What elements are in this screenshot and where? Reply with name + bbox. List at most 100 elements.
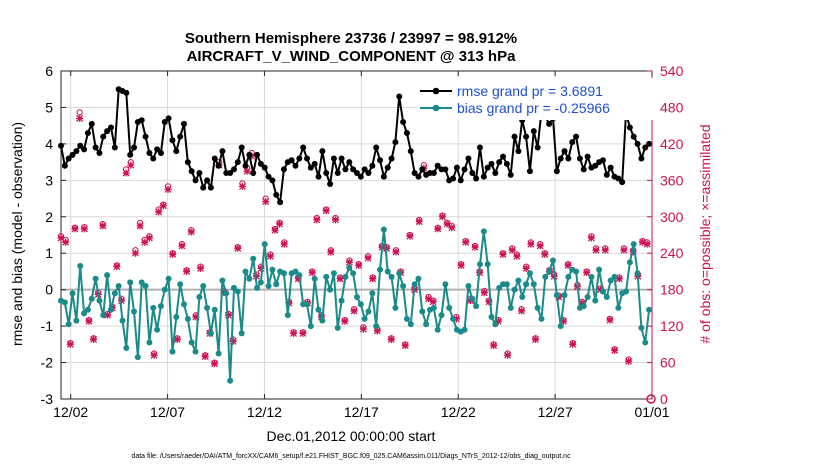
rmse-point <box>634 140 641 147</box>
obs-assimilated-point <box>229 337 237 345</box>
obs-assimilated-point <box>518 307 526 315</box>
bias-point <box>549 257 556 264</box>
rmse-point <box>138 117 145 124</box>
rmse-point <box>200 184 207 191</box>
rmse-point <box>123 89 130 96</box>
obs-assimilated-point <box>620 246 628 254</box>
y-axis-label-right: # of obs: o=possible; ×=assimilated <box>697 124 713 343</box>
obs-assimilated-point <box>494 317 502 325</box>
bias-point <box>204 304 211 311</box>
x-tick-label: 12/17 <box>344 404 379 420</box>
obs-assimilated-point <box>355 261 363 269</box>
bias-point <box>211 306 218 313</box>
bias-point <box>292 268 299 275</box>
bias-point <box>626 259 633 266</box>
y-tick-label-right: 300 <box>660 209 684 225</box>
bias-point <box>342 273 349 280</box>
obs-assimilated-point <box>76 114 84 122</box>
bias-point <box>119 317 126 324</box>
rmse-point <box>523 133 530 140</box>
legend: rmse grand pr = 3.6891 bias grand pr = -… <box>418 78 658 120</box>
bias-point <box>599 288 606 295</box>
rmse-point <box>96 150 103 156</box>
rmse-point <box>273 191 280 198</box>
obs-assimilated-point <box>271 226 279 234</box>
bias-point <box>207 330 214 337</box>
rmse-point <box>599 157 606 164</box>
rmse-point <box>377 157 384 164</box>
obs-assimilated-point <box>569 340 577 348</box>
rmse-point <box>184 159 191 166</box>
obs-assimilated-point <box>513 252 521 260</box>
rmse-point <box>584 153 591 160</box>
rmse-point <box>419 166 426 173</box>
rmse-point <box>607 164 614 171</box>
legend-label-bias: bias grand pr = -0.25966 <box>457 100 610 116</box>
rmse-point <box>569 139 576 146</box>
obs-assimilated-point <box>457 261 465 269</box>
bias-point <box>361 315 368 322</box>
rmse-point <box>207 184 214 191</box>
obs-assimilated-point <box>80 225 88 233</box>
obs-assimilated-point <box>234 244 242 252</box>
rmse-point <box>315 173 322 180</box>
bias-point <box>115 283 122 290</box>
rmse-point <box>530 128 537 135</box>
obs-assimilated-point <box>136 222 144 230</box>
x-tick-label: 12/22 <box>441 404 476 420</box>
rmse-point <box>400 119 407 126</box>
obs-assimilated-point <box>615 275 623 283</box>
bias-point <box>196 293 203 300</box>
obs-assimilated-point <box>243 167 251 175</box>
rmse-point <box>361 166 368 173</box>
bias-point <box>407 321 414 328</box>
rmse-point <box>396 93 403 100</box>
bias-point <box>73 317 80 324</box>
bias-point <box>177 281 184 288</box>
rmse-point <box>257 160 264 167</box>
y-tick-label-left: -2 <box>41 355 54 371</box>
rmse-point <box>353 170 360 177</box>
obs-assimilated-point <box>308 269 316 277</box>
rmse-point <box>469 170 476 177</box>
rmse-point <box>107 124 114 131</box>
bias-point <box>111 290 118 297</box>
rmse-point <box>188 168 195 175</box>
bias-point <box>303 301 310 308</box>
rmse-point <box>280 166 287 173</box>
rmse-point <box>146 150 153 156</box>
bias-point <box>311 275 318 282</box>
obs-assimilated-point <box>85 317 93 325</box>
y-tick-label-left: 4 <box>45 136 53 152</box>
obs-assimilated-point <box>224 311 232 319</box>
bias-point <box>307 323 314 330</box>
rmse-point <box>457 177 464 184</box>
bias-point <box>131 308 138 315</box>
y-tick-label-left: 5 <box>45 99 53 115</box>
bias-point <box>100 312 107 319</box>
bias-point <box>242 268 249 275</box>
bias-point <box>184 315 191 322</box>
y-tick-label-left: 3 <box>45 172 53 188</box>
bias-point <box>630 241 637 248</box>
rmse-point <box>619 179 626 186</box>
obs-assimilated-point <box>452 315 460 323</box>
obs-assimilated-point <box>611 346 619 354</box>
obs-assimilated-point <box>606 316 614 324</box>
x-tick-label: 01/01 <box>634 404 669 420</box>
y-tick-label-left: 0 <box>45 282 53 298</box>
obs-assimilated-point <box>257 264 265 272</box>
rmse-point <box>334 170 341 177</box>
bias-point <box>580 303 587 310</box>
obs-assimilated-point <box>522 264 530 272</box>
rmse-point <box>204 177 211 184</box>
footer-data-file: data file: /Users/raeder/DAI/ATM_forcXX/… <box>131 453 571 460</box>
rmse-point <box>131 144 138 151</box>
bias-point <box>161 286 168 293</box>
obs-assimilated-point <box>178 242 186 250</box>
obs-assimilated-point <box>211 360 219 368</box>
rmse-point <box>630 133 637 140</box>
obs-assimilated-point <box>462 238 470 246</box>
y-tick-label-right: 540 <box>660 63 684 79</box>
y-tick-label-right: 240 <box>660 245 684 261</box>
